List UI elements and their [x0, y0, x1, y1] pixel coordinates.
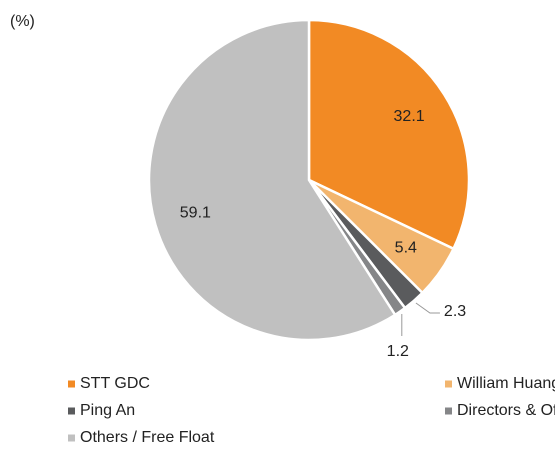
- legend-swatch: [445, 380, 452, 388]
- pie-slice: [147, 18, 397, 342]
- data-label: 2.3: [444, 303, 466, 320]
- data-label: 1.2: [387, 343, 409, 360]
- legend-swatch: [68, 407, 75, 415]
- legend-swatch: [68, 380, 75, 388]
- leader-line: [415, 302, 440, 314]
- legend-swatch: [68, 434, 75, 442]
- legend-label: Directors & Officers: [457, 402, 555, 419]
- legend-label: Others / Free Float: [80, 429, 215, 446]
- legend-swatch: [445, 407, 452, 415]
- legend-label: William Huang: [457, 375, 555, 392]
- legend-label: STT GDC: [80, 375, 150, 392]
- pie-slice: [307, 18, 471, 251]
- legend-label: Ping An: [80, 402, 135, 419]
- data-label: 32.1: [394, 108, 425, 125]
- chart-title: (%): [10, 13, 35, 30]
- data-label: 5.4: [395, 239, 417, 256]
- data-label: 59.1: [180, 204, 211, 221]
